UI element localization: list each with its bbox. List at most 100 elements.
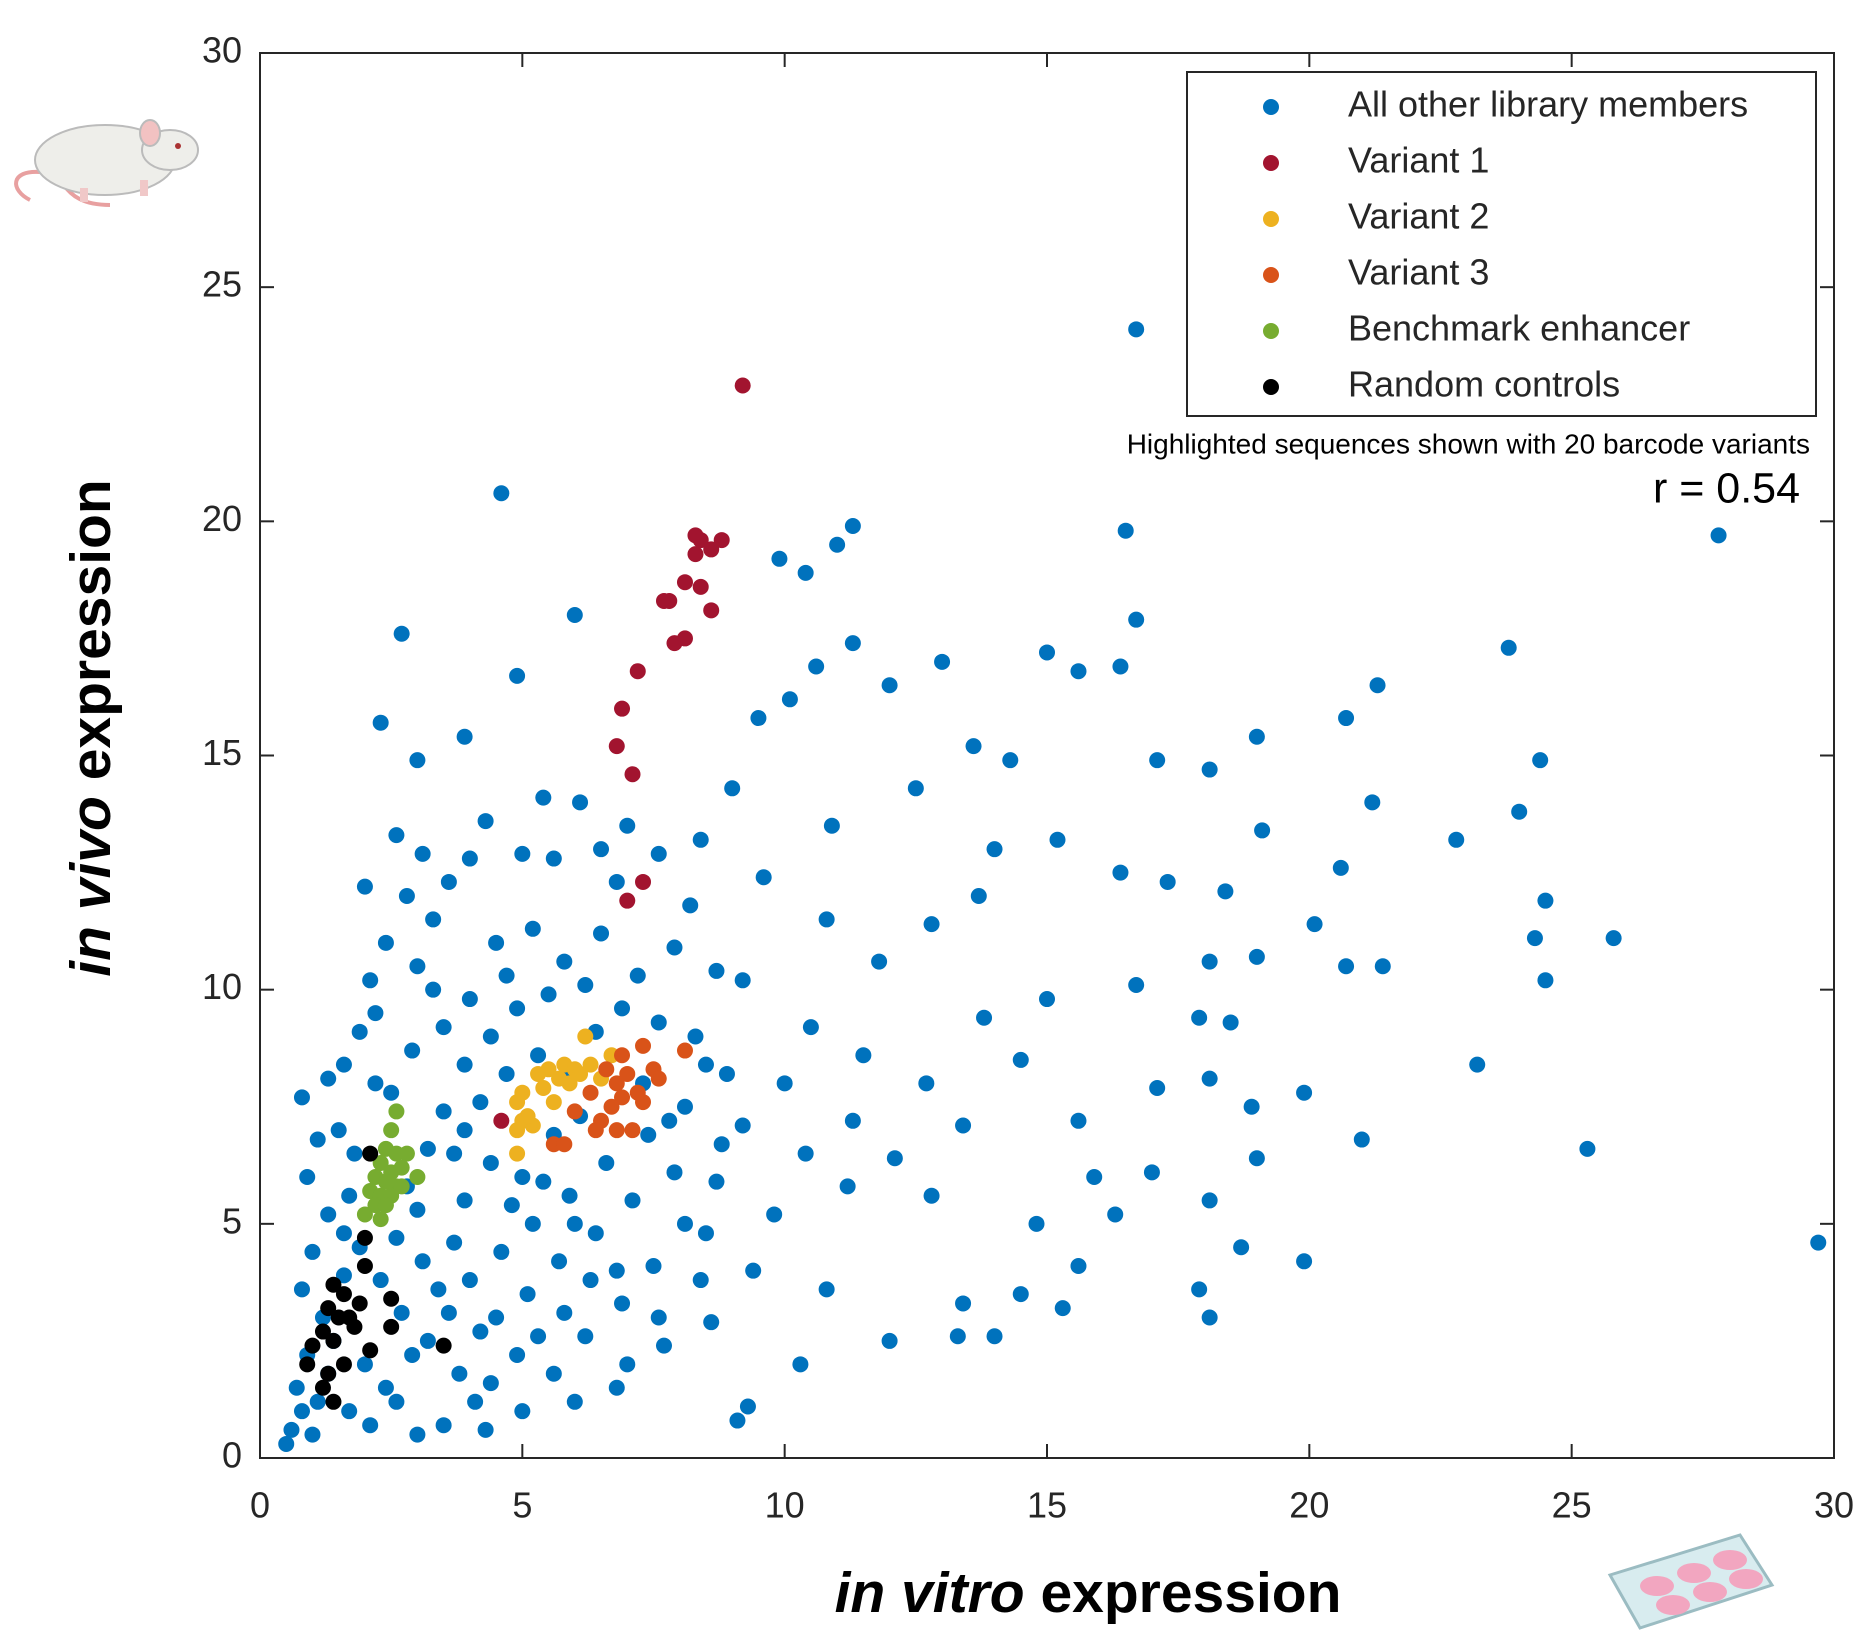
point: [771, 550, 788, 567]
point: [918, 1075, 935, 1092]
point: [839, 1178, 856, 1195]
point: [425, 911, 442, 928]
point: [1532, 752, 1549, 769]
point: [514, 1169, 531, 1185]
point: [619, 1356, 636, 1373]
point: [335, 1056, 352, 1073]
point: [556, 1304, 573, 1321]
point: [614, 1047, 631, 1064]
point: [472, 1094, 489, 1111]
point: [325, 1332, 342, 1349]
point: [514, 845, 531, 862]
point: [608, 738, 625, 755]
point: [367, 1075, 384, 1092]
point: [572, 794, 589, 811]
point: [556, 953, 573, 970]
point: [818, 1281, 835, 1298]
point: [566, 1393, 583, 1410]
point: [844, 518, 861, 535]
point: [1201, 953, 1218, 970]
point: [703, 541, 720, 558]
point: [1039, 644, 1055, 661]
annotation: Highlighted sequences shown with 20 barc…: [1127, 428, 1810, 459]
point: [461, 850, 478, 867]
point: [582, 1056, 599, 1073]
point: [734, 377, 751, 394]
point: [1338, 710, 1355, 727]
point: [734, 972, 751, 989]
point: [404, 1346, 421, 1363]
point: [1248, 948, 1265, 965]
point: [614, 700, 631, 717]
point: [435, 1337, 452, 1354]
point: [561, 1187, 578, 1204]
point: [829, 536, 846, 553]
point: [545, 850, 562, 867]
point: [1511, 803, 1528, 820]
point: [320, 1070, 337, 1087]
point: [635, 1037, 652, 1054]
point: [676, 1215, 693, 1232]
point: [435, 1417, 452, 1434]
point: [477, 813, 494, 830]
point: [404, 1042, 421, 1059]
point: [566, 1215, 583, 1232]
point: [645, 1257, 662, 1274]
legend-label: Benchmark enhancer: [1348, 308, 1690, 349]
point: [304, 1337, 321, 1354]
x-tick-label: 15: [1027, 1485, 1067, 1526]
point: [325, 1393, 342, 1410]
x-label-main: expression: [1040, 1561, 1341, 1625]
point: [823, 817, 840, 834]
x-tick-label: 10: [765, 1485, 805, 1526]
point: [283, 1421, 300, 1438]
point: [509, 667, 526, 684]
point: [818, 911, 835, 928]
point: [535, 789, 552, 806]
point: [456, 1122, 473, 1139]
point: [320, 1365, 337, 1382]
point: [1107, 1206, 1124, 1223]
point: [335, 1286, 352, 1303]
point: [676, 630, 693, 647]
point: [372, 714, 389, 731]
point: [614, 1295, 631, 1312]
point: [461, 1272, 478, 1289]
point: [1469, 1056, 1486, 1073]
point: [482, 1375, 499, 1392]
point: [304, 1426, 321, 1443]
point: [377, 934, 394, 951]
point: [351, 1023, 368, 1040]
point: [304, 1243, 321, 1260]
point: [1243, 1098, 1260, 1115]
point: [1374, 958, 1391, 975]
point: [1201, 1309, 1218, 1326]
legend-marker: [1263, 99, 1279, 115]
point: [724, 780, 741, 797]
point: [608, 873, 625, 890]
point: [299, 1356, 316, 1373]
point: [535, 1173, 552, 1190]
point: [1128, 976, 1145, 993]
point: [367, 1005, 384, 1022]
point: [1201, 1070, 1218, 1087]
point: [1028, 1215, 1045, 1232]
point: [388, 1393, 405, 1410]
point: [1201, 1192, 1218, 1209]
point: [556, 1136, 573, 1153]
point: [1217, 883, 1234, 900]
legend-label: Variant 1: [1348, 140, 1489, 181]
point: [1369, 677, 1386, 694]
point: [844, 1112, 861, 1129]
point: [519, 1108, 536, 1125]
point: [425, 981, 442, 998]
point: [582, 1272, 599, 1289]
point: [718, 1065, 735, 1082]
point: [572, 1065, 589, 1082]
point: [608, 1262, 625, 1279]
point: [692, 532, 709, 549]
point: [1128, 611, 1145, 628]
point: [335, 1356, 352, 1373]
point: [551, 1253, 568, 1270]
point: [467, 1393, 484, 1410]
